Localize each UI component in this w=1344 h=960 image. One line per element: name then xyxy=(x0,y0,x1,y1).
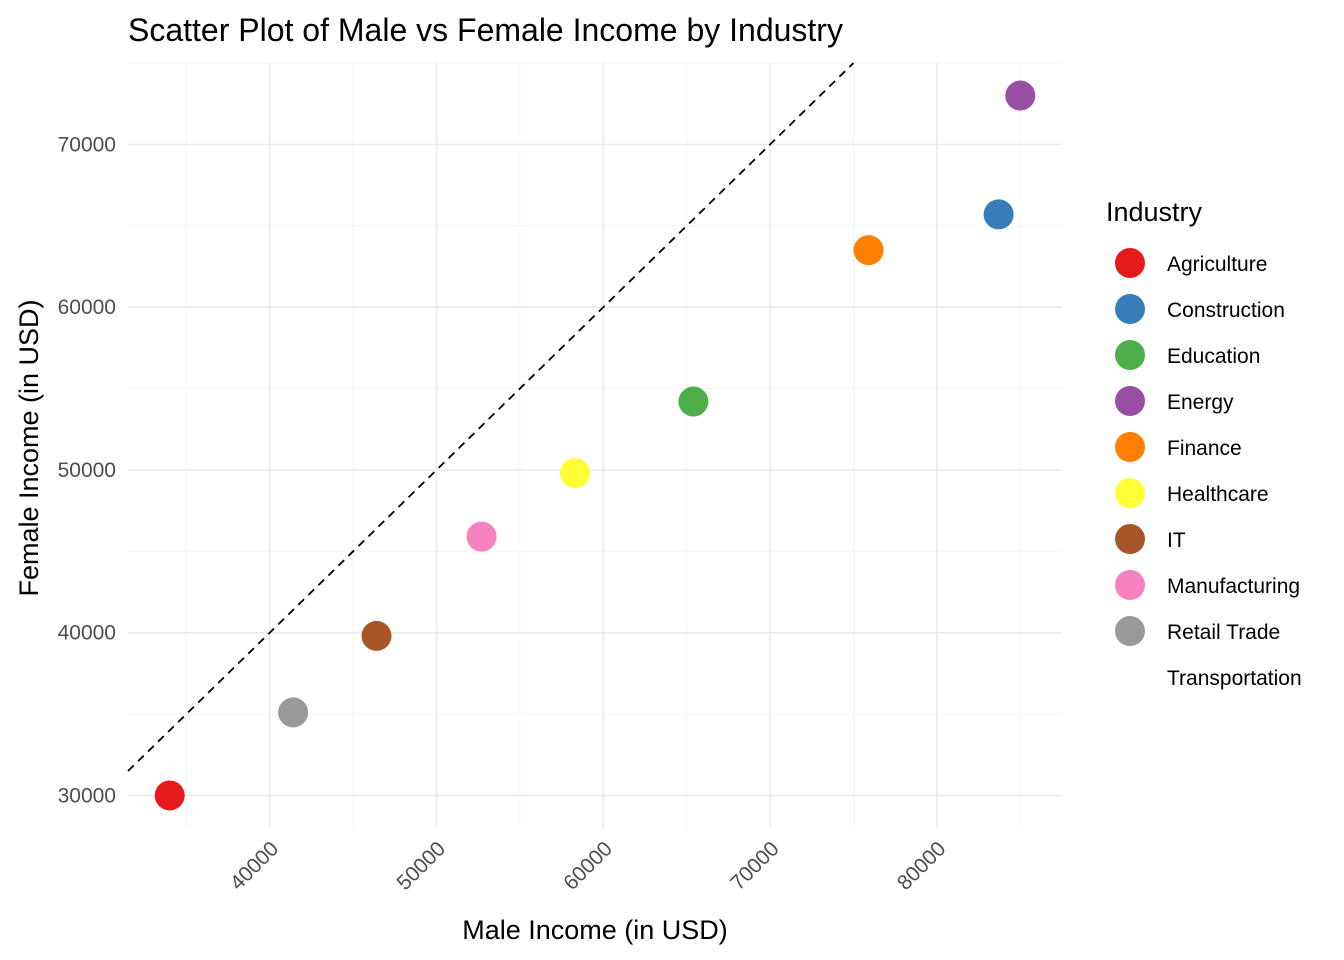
data-point-it xyxy=(361,620,392,651)
data-point-manufacturing xyxy=(466,521,497,552)
y-tick-label: 30000 xyxy=(58,784,116,807)
x-tick-label: 70000 xyxy=(726,837,784,895)
data-point-construction xyxy=(983,199,1014,230)
legend-label-finance: Finance xyxy=(1167,437,1242,460)
data-point-retail-trade xyxy=(278,697,309,728)
x-tick-label: 50000 xyxy=(393,837,451,895)
x-tick-label: 60000 xyxy=(559,837,617,895)
legend-key-it xyxy=(1115,524,1145,554)
x-tick-label: 80000 xyxy=(893,837,951,895)
y-tick-label: 40000 xyxy=(58,622,116,645)
legend-key-education xyxy=(1115,340,1145,370)
x-tick-label: 40000 xyxy=(226,837,284,895)
legend-label-transportation: Transportation xyxy=(1167,667,1302,690)
data-point-healthcare xyxy=(559,458,590,489)
chart-title: Scatter Plot of Male vs Female Income by… xyxy=(128,12,843,48)
legend-label-agriculture: Agriculture xyxy=(1167,253,1267,276)
legend-key-agriculture xyxy=(1115,248,1145,278)
legend: Industry Agriculture Construction Educatio… xyxy=(1106,197,1302,690)
legend-label-energy: Energy xyxy=(1167,391,1234,414)
reference-line-layer xyxy=(127,62,855,772)
legend-label-manufacturing: Manufacturing xyxy=(1167,575,1300,598)
data-point-energy xyxy=(1005,80,1036,111)
grid xyxy=(128,62,1062,828)
identity-reference-line xyxy=(127,62,855,772)
y-tick-label: 60000 xyxy=(58,296,116,319)
data-points xyxy=(154,80,1036,811)
y-tick-label: 70000 xyxy=(58,133,116,156)
x-axis-ticks: 40000 50000 60000 70000 80000 xyxy=(226,837,951,895)
legend-label-construction: Construction xyxy=(1167,299,1285,322)
legend-key-manufacturing xyxy=(1115,570,1145,600)
data-point-education xyxy=(678,386,709,417)
x-axis-title: Male Income (in USD) xyxy=(462,915,728,945)
legend-label-education: Education xyxy=(1167,345,1260,368)
data-point-agriculture xyxy=(154,780,185,811)
y-axis-ticks: 30000 40000 50000 60000 70000 xyxy=(58,133,116,807)
y-tick-label: 50000 xyxy=(58,459,116,482)
legend-label-healthcare: Healthcare xyxy=(1167,483,1269,506)
y-axis-title: Female Income (in USD) xyxy=(14,299,44,596)
legend-label-retail-trade: Retail Trade xyxy=(1167,621,1280,644)
legend-label-it: IT xyxy=(1167,529,1186,552)
data-point-finance xyxy=(853,235,884,266)
legend-key-energy xyxy=(1115,386,1145,416)
legend-key-healthcare xyxy=(1115,478,1145,508)
legend-title: Industry xyxy=(1106,197,1203,227)
legend-key-finance xyxy=(1115,432,1145,462)
legend-key-construction xyxy=(1115,294,1145,324)
legend-key-retail-trade xyxy=(1115,616,1145,646)
